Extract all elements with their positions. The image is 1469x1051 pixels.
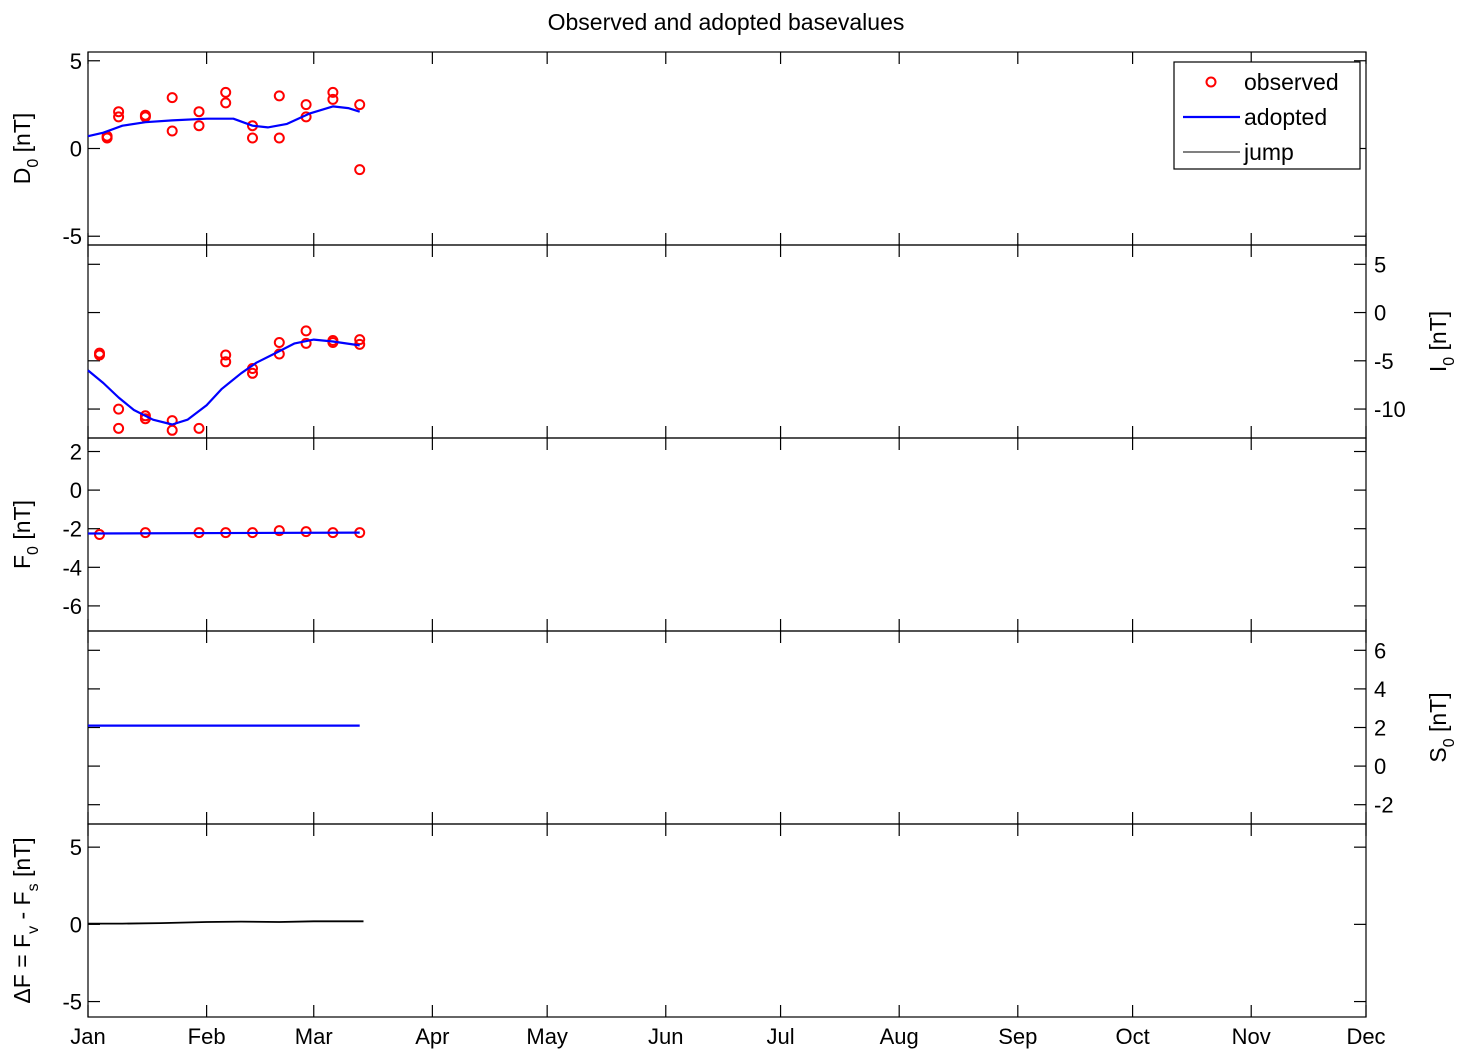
observed-point	[220, 97, 232, 109]
y-tick-label: -5	[62, 224, 82, 249]
legend-label-observed: observed	[1244, 69, 1339, 95]
y-tick-label: -2	[1374, 793, 1394, 818]
x-tick-label: Jan	[70, 1024, 105, 1049]
x-tick-label: Oct	[1115, 1024, 1149, 1049]
observed-point	[273, 90, 285, 102]
observed-point	[113, 403, 125, 415]
series-line-adopted-I0	[87, 338, 360, 426]
y-tick-label: 5	[70, 835, 82, 860]
observed-point	[300, 99, 312, 111]
y-tick-label: 4	[1374, 677, 1386, 702]
observed-point	[166, 125, 178, 137]
observed-point	[273, 132, 285, 144]
x-tick-label: Feb	[188, 1024, 226, 1049]
y-axis-label-dF: ΔF = Fv - Fs [nT]	[9, 837, 42, 1003]
y-tick-label: -5	[62, 990, 82, 1015]
observed-point	[113, 422, 125, 434]
observed-point	[247, 132, 258, 144]
chart-title: Observed and adopted basevalues	[548, 9, 905, 35]
observed-point	[354, 164, 366, 176]
legend-label-jump: jump	[1243, 139, 1294, 165]
x-tick-label: Nov	[1232, 1024, 1271, 1049]
observed-point	[166, 92, 178, 104]
y-tick-label: 6	[1374, 638, 1386, 663]
y-tick-label: 2	[1374, 716, 1386, 741]
observed-point	[113, 106, 125, 118]
observed-point	[193, 422, 205, 434]
y-tick-label: 5	[1374, 252, 1386, 277]
panel-dF: 5 0 -5 ΔF = Fv - Fs [nT]	[9, 823, 1367, 1018]
observed-point	[94, 349, 105, 361]
x-tick-label: Jun	[648, 1024, 683, 1049]
observed-point	[220, 349, 232, 361]
panels: -5 0 5 D0 [nT] 5 0 -5 -10 I0 [nT] 2 0 -2 -4 -6 F0 [nT]…	[9, 49, 1458, 1018]
y-tick-label: -10	[1374, 397, 1406, 422]
y-axis-label-D0: D0 [nT]	[9, 113, 42, 185]
observed-point	[101, 132, 113, 144]
observed-point	[193, 120, 205, 132]
series-line-ΔF-dF	[88, 920, 364, 925]
y-tick-label: 0	[1374, 301, 1386, 326]
panel-frame	[87, 823, 1367, 1018]
x-tick-label: Dec	[1346, 1024, 1385, 1049]
panel-D0: -5 0 5 D0 [nT]	[9, 49, 1367, 249]
panel-frame	[87, 630, 1367, 825]
y-tick-label: -6	[62, 594, 82, 619]
series-line-adopted-D0	[87, 105, 361, 138]
panel-I0: 5 0 -5 -10 I0 [nT]	[87, 244, 1458, 439]
observed-point	[300, 337, 312, 349]
panel-frame	[87, 244, 1367, 439]
observed-point	[166, 424, 178, 436]
observed-point	[327, 93, 339, 105]
observed-point	[354, 99, 366, 111]
x-tick-label: Mar	[295, 1024, 333, 1049]
y-tick-label: 0	[70, 478, 82, 503]
panel-F0: 2 0 -2 -4 -6 F0 [nT]	[9, 437, 1367, 632]
y-tick-label: 0	[70, 137, 82, 162]
legend-label-adopted: adopted	[1244, 104, 1327, 130]
y-tick-label: -2	[62, 517, 82, 542]
x-tick-label: Sep	[998, 1024, 1037, 1049]
x-tick-label: Jul	[767, 1024, 795, 1049]
legend[interactable]: observed adopted jump	[1173, 61, 1361, 170]
y-tick-label: -5	[1374, 349, 1394, 374]
x-tick-label: May	[526, 1024, 568, 1049]
y-tick-label: 5	[70, 49, 82, 74]
observed-point	[327, 86, 339, 98]
y-tick-label: -4	[62, 555, 82, 580]
y-axis-label-I0: I0 [nT]	[1425, 311, 1458, 372]
observed-point	[273, 525, 285, 537]
y-tick-label: 2	[70, 440, 82, 465]
x-tick-label: Apr	[415, 1024, 449, 1049]
y-axis-label-S0: S0 [nT]	[1425, 692, 1458, 762]
observed-point	[220, 86, 232, 98]
observed-point	[300, 526, 312, 538]
observed-point	[300, 325, 312, 337]
observed-point	[273, 337, 285, 348]
observed-point	[220, 356, 232, 368]
observed-point	[113, 111, 125, 123]
observed-point	[193, 106, 205, 118]
y-axis-label-F0: F0 [nT]	[9, 500, 42, 569]
observed-point	[354, 334, 366, 346]
panel-S0: 6 4 2 0 -2 S0 [nT]	[87, 630, 1458, 825]
y-tick-label: 0	[1374, 754, 1386, 779]
observed-point	[247, 367, 258, 379]
x-tick-label: Aug	[880, 1024, 919, 1049]
series-line-adopted-F0	[87, 531, 360, 535]
legend-marker-observed	[1205, 76, 1217, 88]
month-tick-labels: Jan Feb Mar Apr May Jun Jul Aug Sep Oct Nov Dec	[70, 1024, 1385, 1049]
y-tick-label: 0	[70, 912, 82, 937]
